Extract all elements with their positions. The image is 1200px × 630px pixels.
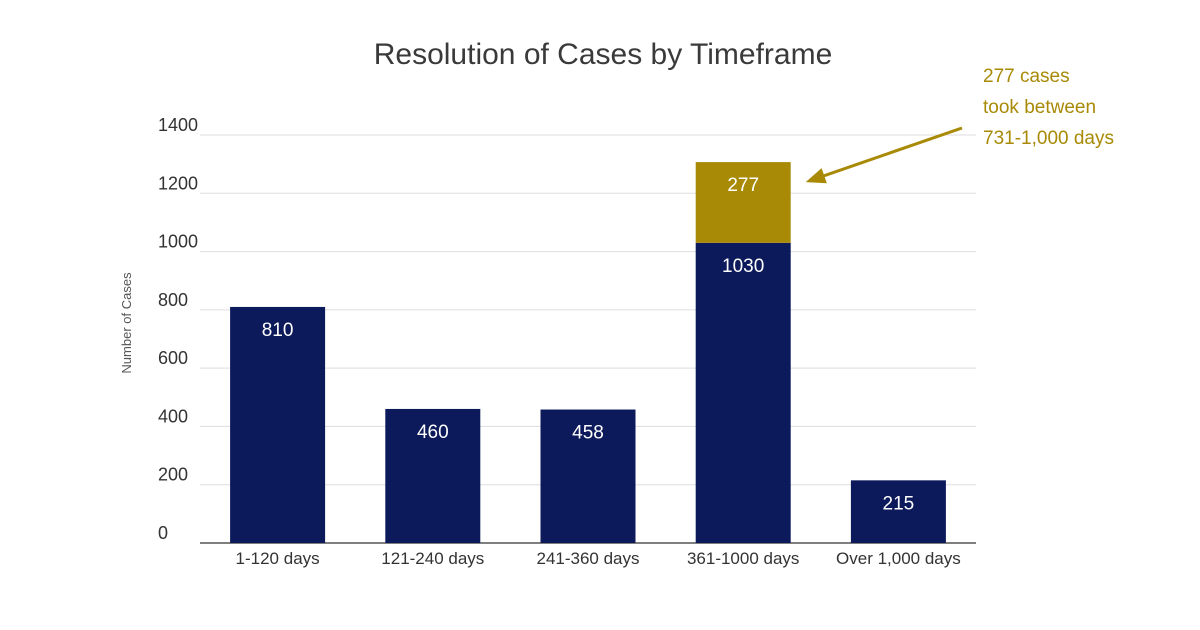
bar-value-label: 277 <box>727 175 759 196</box>
y-axis-ticks: 0 200 400 600 800 1000 1200 1400 <box>158 115 198 543</box>
chart-title: Resolution of Cases by Timeframe <box>374 38 833 71</box>
x-tick-label: 1-120 days <box>236 549 320 568</box>
gridlines <box>200 134 976 544</box>
x-tick-label: 361-1000 days <box>687 549 799 568</box>
bar-segment <box>695 242 791 544</box>
bar-segment <box>385 408 481 543</box>
y-tick-label: 600 <box>158 348 188 368</box>
bar-segment <box>540 409 636 543</box>
y-tick-label: 1000 <box>158 232 198 252</box>
bar-value-label: 810 <box>262 320 294 341</box>
x-axis-ticks: 1-120 days 121-240 days 241-360 days 361-10… <box>236 549 961 568</box>
bar-value-label: 460 <box>417 422 449 443</box>
bar-segment <box>850 480 946 543</box>
annotation: 277 cases took between 731-1,000 days <box>805 66 1114 184</box>
y-tick-label: 400 <box>158 406 188 426</box>
bar-value-label: 1030 <box>722 256 764 277</box>
y-tick-label: 1400 <box>158 115 198 135</box>
bar-value-label: 215 <box>883 493 915 514</box>
bar-segment <box>695 162 791 243</box>
annotation-line: 277 cases <box>983 66 1070 87</box>
annotation-arrowhead <box>805 168 827 184</box>
y-tick-label: 800 <box>158 290 188 310</box>
x-tick-label: 241-360 days <box>536 549 639 568</box>
bars: 810 460 458 1030 277 215 <box>230 162 946 544</box>
annotation-arrow <box>815 126 963 180</box>
annotation-line: took between <box>983 97 1096 118</box>
x-tick-label: Over 1,000 days <box>836 549 961 568</box>
y-tick-label: 1200 <box>158 173 198 193</box>
annotation-line: 731-1,000 days <box>983 128 1114 149</box>
bar-segment <box>230 306 326 543</box>
x-tick-label: 121-240 days <box>381 549 484 568</box>
bar-value-label: 458 <box>572 423 604 444</box>
y-tick-label: 0 <box>158 523 168 543</box>
y-axis-label: Number of Cases <box>119 272 134 374</box>
annotation-text: 277 cases took between 731-1,000 days <box>983 66 1114 149</box>
y-tick-label: 200 <box>158 465 188 485</box>
